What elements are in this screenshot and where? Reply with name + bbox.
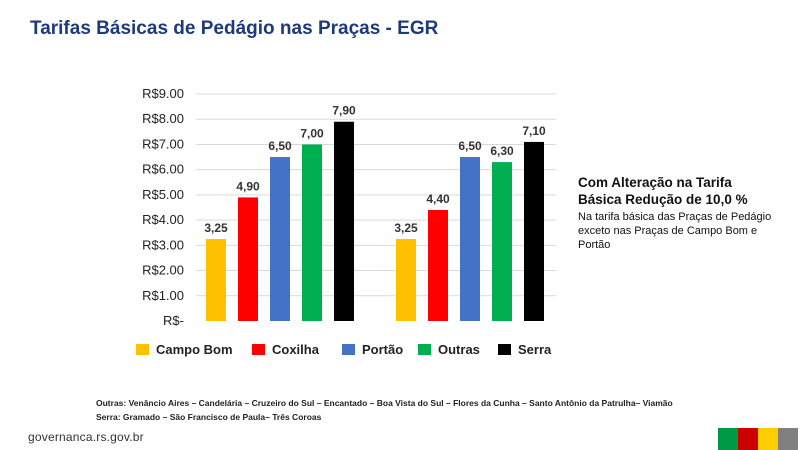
data-label: 6,50 xyxy=(268,139,292,153)
data-label: 6,30 xyxy=(490,144,514,158)
footnote: Outras: Venâncio Aires – Candelária – Cr… xyxy=(96,396,786,424)
y-tick-label: R$- xyxy=(163,313,184,328)
flag-stripe-red xyxy=(738,428,758,450)
data-label: 6,50 xyxy=(458,139,482,153)
data-label: 3,25 xyxy=(394,221,418,235)
legend-swatch xyxy=(418,344,431,355)
bar xyxy=(238,197,258,321)
bar xyxy=(302,144,322,321)
page-title: Tarifas Básicas de Pedágio nas Praças - … xyxy=(30,18,439,39)
change-note: Com Alteração na Tarifa Básica Redução d… xyxy=(578,174,778,252)
legend-swatch xyxy=(498,344,511,355)
footnote-outras: Outras: Venâncio Aires – Candelária – Cr… xyxy=(96,398,673,408)
data-label: 4,90 xyxy=(236,179,260,193)
y-tick-label: R$2.00 xyxy=(142,263,184,278)
y-tick-label: R$7.00 xyxy=(142,136,184,151)
bar xyxy=(492,162,512,321)
bar xyxy=(396,239,416,321)
data-label: 7,10 xyxy=(522,124,546,138)
y-tick-label: R$1.00 xyxy=(142,288,184,303)
footnote-serra: Serra: Gramado – São Francisco de Paula–… xyxy=(96,412,322,422)
note-body: Na tarifa básica das Praças de Pedágio e… xyxy=(578,211,772,251)
legend-swatch xyxy=(136,344,149,355)
flag-stripe-yellow xyxy=(758,428,778,450)
data-label: 4,40 xyxy=(426,192,450,206)
legend-swatch xyxy=(252,344,265,355)
bar xyxy=(460,157,480,321)
bar xyxy=(334,121,354,321)
bar xyxy=(206,239,226,321)
bar xyxy=(428,210,448,321)
data-label: 7,00 xyxy=(300,126,324,140)
legend-label: Outras xyxy=(438,342,480,357)
legend-label: Portão xyxy=(362,342,403,357)
flag-stripe-gray xyxy=(778,428,798,450)
legend-swatch xyxy=(342,344,355,355)
legend-label: Serra xyxy=(518,342,552,357)
legend-label: Coxilha xyxy=(272,342,320,357)
y-tick-label: R$4.00 xyxy=(142,212,184,227)
y-tick-label: R$5.00 xyxy=(142,187,184,202)
data-label: 7,90 xyxy=(332,104,356,118)
y-tick-label: R$9.00 xyxy=(142,86,184,101)
flag-stripe-green xyxy=(718,428,738,450)
data-label: 3,25 xyxy=(204,221,228,235)
bar xyxy=(270,157,290,321)
bar xyxy=(524,141,544,321)
y-tick-label: R$3.00 xyxy=(142,237,184,252)
legend-label: Campo Bom xyxy=(156,342,233,357)
bar-chart: R$- R$1.00 R$2.00 R$3.00 R$4.00 R$5.00 R$6.00 R… xyxy=(136,86,556,357)
website-url: governanca.rs.gov.br xyxy=(28,430,144,444)
y-tick-label: R$8.00 xyxy=(142,111,184,126)
rs-flag-logo xyxy=(718,428,798,450)
note-heading: Com Alteração na Tarifa Básica Redução d… xyxy=(578,175,748,207)
y-tick-label: R$6.00 xyxy=(142,162,184,177)
